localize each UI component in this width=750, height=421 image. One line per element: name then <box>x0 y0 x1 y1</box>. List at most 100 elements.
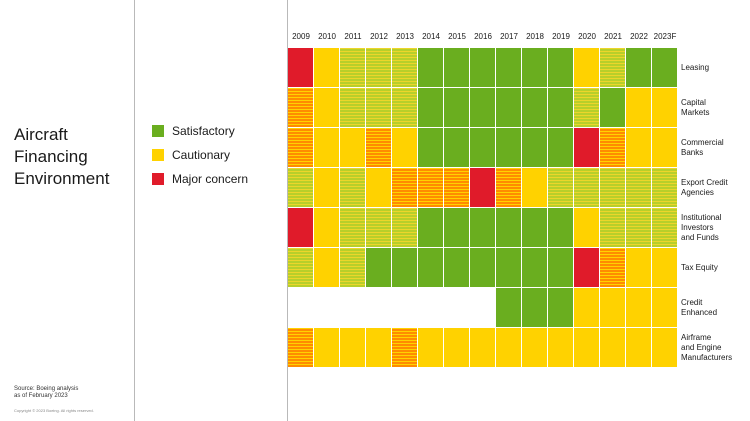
heatmap-cell <box>626 168 652 208</box>
legend-label: Cautionary <box>172 148 231 162</box>
heatmap-cell <box>548 288 574 328</box>
heatmap-cell <box>600 128 626 168</box>
heatmap-cell <box>626 128 652 168</box>
year-label: 2018 <box>526 32 544 41</box>
heatmap-cell <box>574 328 600 368</box>
heatmap-cell <box>548 48 574 88</box>
heatmap-cell <box>418 48 444 88</box>
heatmap-cell <box>574 48 600 88</box>
legend-swatch <box>152 149 164 161</box>
heatmap-cell <box>392 48 418 88</box>
heatmap-cell <box>652 128 678 168</box>
heatmap-cell <box>314 48 340 88</box>
heatmap-cell <box>548 128 574 168</box>
heatmap-cell <box>496 248 522 288</box>
heatmap-cell <box>600 48 626 88</box>
heatmap-cell <box>470 328 496 368</box>
heatmap-cell <box>496 208 522 248</box>
heatmap-cell <box>366 288 392 328</box>
heatmap-cell <box>392 288 418 328</box>
heatmap-cell <box>392 208 418 248</box>
year-label: 2011 <box>344 32 362 41</box>
heatmap-cell <box>340 328 366 368</box>
heatmap-cell <box>340 288 366 328</box>
year-label: 2022 <box>630 32 648 41</box>
heatmap-cell <box>444 168 470 208</box>
heatmap-cell <box>652 328 678 368</box>
heatmap-cell <box>522 208 548 248</box>
heatmap-cell <box>574 208 600 248</box>
heatmap-cell <box>288 328 314 368</box>
heatmap-cell <box>444 328 470 368</box>
heatmap-cell <box>496 48 522 88</box>
legend-item-major-concern: Major concern <box>152 172 248 186</box>
heatmap-cell <box>366 208 392 248</box>
heatmap-cell <box>548 328 574 368</box>
heatmap-cell <box>522 128 548 168</box>
heatmap-cell <box>626 248 652 288</box>
heatmap-cell <box>574 288 600 328</box>
heatmap-cell <box>522 288 548 328</box>
copyright-note: Copyright © 2023 Boeing. All rights rese… <box>14 408 94 413</box>
legend-swatch <box>152 125 164 137</box>
row-label: Leasing <box>681 63 710 72</box>
heatmap-cell <box>548 168 574 208</box>
heatmap-cell <box>366 48 392 88</box>
heatmap-cell <box>314 328 340 368</box>
heatmap-cell <box>548 248 574 288</box>
heatmap-cell <box>522 328 548 368</box>
row-label: Tax Equity <box>681 263 718 272</box>
year-label: 2010 <box>318 32 336 41</box>
year-label: 2017 <box>500 32 518 41</box>
heatmap-grid <box>288 48 678 370</box>
legend: Satisfactory Cautionary Major concern <box>152 124 248 197</box>
heatmap-cell <box>626 208 652 248</box>
heatmap-cell <box>340 88 366 128</box>
heatmap-cell <box>626 48 652 88</box>
heatmap-cell <box>340 208 366 248</box>
heatmap-cell <box>600 328 626 368</box>
row-label: Credit Enhanced <box>681 298 718 317</box>
heatmap-cell <box>600 248 626 288</box>
heatmap-cell <box>288 48 314 88</box>
heatmap-cell <box>470 288 496 328</box>
heatmap-cell <box>444 208 470 248</box>
heatmap-cell <box>470 168 496 208</box>
row-label: Airframe and Engine Manufacturers <box>681 333 733 362</box>
row-label: Institutional Investors and Funds <box>681 213 722 242</box>
heatmap-cell <box>652 48 678 88</box>
heatmap-cell <box>574 168 600 208</box>
year-label: 2020 <box>578 32 596 41</box>
heatmap-cell <box>314 248 340 288</box>
heatmap-cell <box>496 128 522 168</box>
row-label: Commercial Banks <box>681 138 724 157</box>
heatmap-cell <box>548 88 574 128</box>
row-label: Export Credit Agencies <box>681 178 728 197</box>
heatmap-cell <box>366 248 392 288</box>
divider-line <box>134 0 135 421</box>
legend-label: Satisfactory <box>172 124 235 138</box>
heatmap-cell <box>600 288 626 328</box>
heatmap-cell <box>392 248 418 288</box>
heatmap-cell <box>522 88 548 128</box>
heatmap-cell <box>470 88 496 128</box>
heatmap-cell <box>288 88 314 128</box>
heatmap-cell <box>470 48 496 88</box>
heatmap-cell <box>418 208 444 248</box>
heatmap-cell <box>288 288 314 328</box>
heatmap-cell <box>392 328 418 368</box>
legend-item-satisfactory: Satisfactory <box>152 124 248 138</box>
heatmap-cell <box>444 88 470 128</box>
heatmap-cell <box>418 168 444 208</box>
heatmap-cell <box>652 288 678 328</box>
heatmap-cell <box>288 208 314 248</box>
heatmap-cell <box>444 128 470 168</box>
heatmap-cell <box>652 168 678 208</box>
heatmap-cell <box>626 88 652 128</box>
heatmap-cell <box>340 168 366 208</box>
year-label: 2013 <box>396 32 414 41</box>
heatmap-cell <box>314 208 340 248</box>
heatmap-cell <box>444 48 470 88</box>
heatmap-cell <box>522 168 548 208</box>
heatmap-cell <box>626 328 652 368</box>
